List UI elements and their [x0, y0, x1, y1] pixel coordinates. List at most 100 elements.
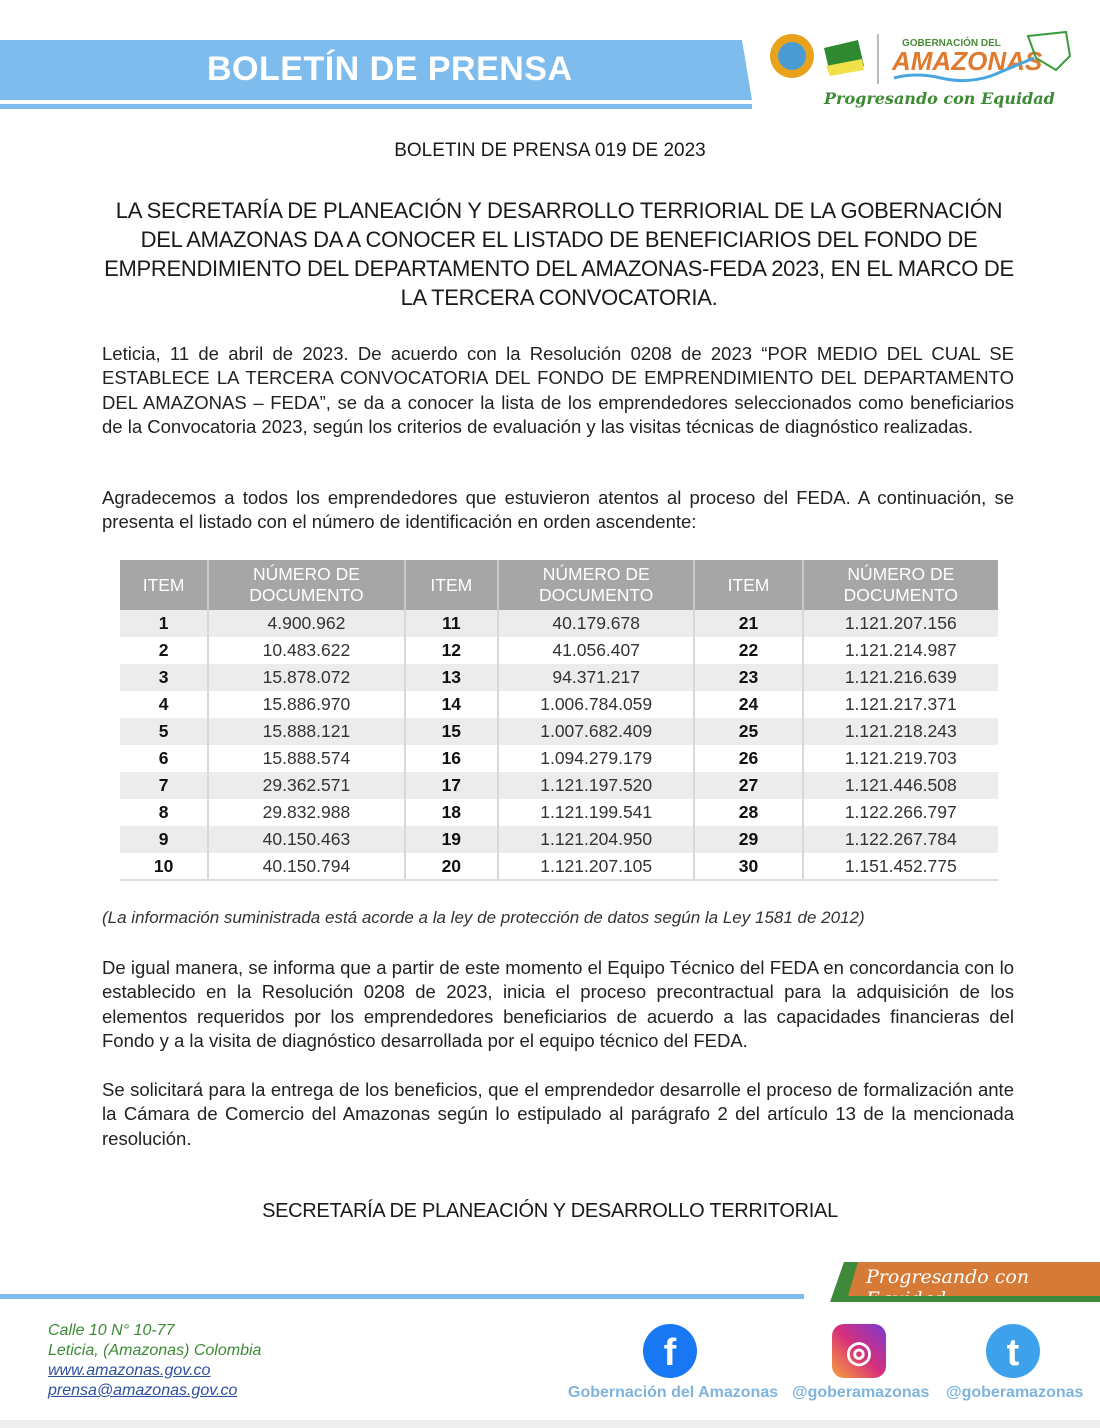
- item-cell: 11: [404, 610, 500, 637]
- item-cell: 18: [404, 799, 500, 826]
- document-number-cell: 29.832.988: [208, 799, 406, 826]
- document-number-cell: 1.121.199.541: [498, 799, 696, 826]
- city: Leticia, (Amazonas) Colombia: [48, 1342, 262, 1359]
- item-cell: 12: [404, 637, 500, 664]
- document-number-cell: 1.122.267.784: [802, 826, 998, 853]
- address: Calle 10 N° 10-77: [48, 1322, 175, 1339]
- document-number-cell: 1.121.217.371: [844, 694, 957, 714]
- beneficiaries-table: ITEM NÚMERO DE DOCUMENTO ITEM NÚMERO DE …: [120, 560, 998, 881]
- item-cell: 9: [120, 826, 210, 853]
- item-cell: 30: [694, 853, 804, 881]
- document-number-cell: 1.121.207.156: [802, 610, 998, 637]
- document-number-cell: 41.056.407: [498, 637, 696, 664]
- item-cell: 15: [404, 718, 500, 745]
- footer-divider: [0, 1294, 804, 1299]
- column-header: ITEM: [404, 560, 500, 610]
- document-number-cell: 15.886.970: [208, 691, 406, 718]
- item-cell: 26: [694, 745, 804, 772]
- header-title: BOLETÍN DE PRENSA: [207, 50, 573, 88]
- item-cell: 20: [404, 853, 500, 881]
- document-number-cell: 1.121.216.639: [802, 664, 998, 691]
- document-number-cell: 15.878.072: [208, 664, 406, 691]
- table-row: 8 29.832.988 18 1.121.199.541 28 1.122.266.79…: [120, 799, 998, 826]
- twitter-label[interactable]: @goberamazonas: [946, 1384, 1084, 1401]
- item-cell: 28: [694, 799, 804, 826]
- document-number-cell: 1.121.207.105: [498, 853, 696, 881]
- bulletin-number: BOLETIN DE PRENSA 019 DE 2023: [394, 140, 706, 161]
- document-number-cell: 40.150.463: [208, 826, 406, 853]
- footer-slogan: Progresando con Equidad: [848, 1262, 1100, 1296]
- document-number-cell: 10.483.622: [208, 637, 406, 664]
- document-number-cell: 1.007.682.409: [498, 718, 696, 745]
- document-number-cell: 15.888.121: [208, 718, 406, 745]
- website-link[interactable]: www.amazonas.gov.co: [48, 1362, 211, 1379]
- table-row: 10 40.150.794 20 1.121.207.105 30 1.151.452.7…: [120, 853, 998, 881]
- document-number-cell: 1.121.197.520: [498, 772, 696, 799]
- document-number-cell: 40.179.678: [498, 610, 696, 637]
- svg-text:Progresando con Equidad: Progresando con Equidad: [823, 89, 1055, 108]
- table-header-row: ITEM NÚMERO DE DOCUMENTO ITEM NÚMERO DE …: [120, 560, 998, 610]
- facebook-icon[interactable]: f: [643, 1324, 697, 1378]
- svg-text:GOBERNACIÓN DEL: GOBERNACIÓN DEL: [902, 36, 1001, 49]
- twitter-icon[interactable]: t: [986, 1324, 1040, 1378]
- paragraph: Agradecemos a todos los emprendedores qu…: [102, 487, 1014, 533]
- document-number-cell: 40.150.794: [208, 853, 406, 881]
- table-row: 4 15.886.970 14 1.006.784.059 24 1.121.217.37…: [120, 691, 998, 718]
- map-icon: [1026, 30, 1072, 72]
- item-cell: 29: [694, 826, 804, 853]
- table-row: 7 29.362.571 17 1.121.197.520 27 1.121.446.50…: [120, 772, 998, 799]
- item-cell: 7: [120, 772, 210, 799]
- document-number-cell: 1.121.214.987: [844, 640, 957, 660]
- headline: LA SECRETARÍA DE PLANEACIÓN Y DESARROLLO…: [104, 198, 1014, 310]
- table-row: 9 40.150.463 19 1.121.204.950 29 1.122.267.78…: [120, 826, 998, 853]
- column-header: ITEM: [694, 560, 804, 610]
- item-cell: 24: [694, 691, 804, 718]
- paragraph: De igual manera, se informa que a partir…: [102, 957, 1014, 1051]
- instagram-label[interactable]: @goberamazonas: [792, 1384, 930, 1401]
- document-number-cell: 1.094.279.179: [498, 745, 696, 772]
- paragraph: Se solicitará para la entrega de los ben…: [102, 1079, 1014, 1149]
- document-number-cell: 1.006.784.059: [498, 691, 696, 718]
- item-cell: 8: [120, 799, 210, 826]
- document-number-cell: 29.362.571: [208, 772, 406, 799]
- document-number-cell: 15.888.574: [208, 745, 406, 772]
- document-number-cell: 1.121.219.703: [844, 748, 957, 768]
- item-cell: 1: [120, 610, 210, 637]
- column-header: NÚMERO DE DOCUMENTO: [208, 560, 406, 610]
- item-cell: 27: [694, 772, 804, 799]
- column-header: NÚMERO DE DOCUMENTO: [802, 560, 998, 610]
- item-cell: 19: [404, 826, 500, 853]
- data-protection-note: (La información suministrada está acorde…: [102, 908, 865, 927]
- footer-slogan-banner: Progresando con Equidad: [830, 1262, 1100, 1302]
- signature: SECRETARÍA DE PLANEACIÓN Y DESARROLLO TE…: [262, 1200, 838, 1222]
- item-cell: 10: [120, 853, 210, 881]
- document-number-cell: 1.122.266.797: [844, 802, 957, 822]
- document-number-cell: 1.151.452.775: [802, 853, 998, 881]
- paragraph: Leticia, 11 de abril de 2023. De acuerdo…: [102, 343, 1014, 437]
- item-cell: 17: [404, 772, 500, 799]
- table-row: 1 4.900.962 11 40.179.678 21 1.121.207.156: [120, 610, 998, 637]
- item-cell: 22: [694, 637, 804, 664]
- document-number-cell: 4.900.962: [208, 610, 406, 637]
- item-cell: 6: [120, 745, 210, 772]
- document-number-cell: 1.121.218.243: [802, 718, 998, 745]
- page-bottom-edge: [0, 1420, 1100, 1428]
- table-row: 2 10.483.622 12 41.056.407 22 1.121.214.987: [120, 637, 998, 664]
- item-cell: 2: [120, 637, 210, 664]
- item-cell: 23: [694, 664, 804, 691]
- column-header: NÚMERO DE DOCUMENTO: [498, 560, 696, 610]
- email-link[interactable]: prensa@amazonas.gov.co: [48, 1382, 238, 1399]
- table-row: 3 15.878.072 13 94.371.217 23 1.121.216.639: [120, 664, 998, 691]
- gobernacion-logo: GOBERNACIÓN DEL AMAZONAS Progresando con…: [770, 30, 1072, 108]
- item-cell: 13: [404, 664, 500, 691]
- table-row: 6 15.888.574 16 1.094.279.179 26 1.121.219.70…: [120, 745, 998, 772]
- header-divider: [0, 104, 752, 109]
- item-cell: 25: [694, 718, 804, 745]
- item-cell: 16: [404, 745, 500, 772]
- item-cell: 3: [120, 664, 210, 691]
- svg-text:AMAZONAS: AMAZONAS: [891, 46, 1043, 76]
- table-row: 5 15.888.121 15 1.007.682.409 25 1.121.218.24…: [120, 718, 998, 745]
- instagram-icon[interactable]: ◎: [832, 1324, 886, 1378]
- facebook-label[interactable]: Gobernación del Amazonas: [568, 1384, 779, 1401]
- item-cell: 4: [120, 691, 210, 718]
